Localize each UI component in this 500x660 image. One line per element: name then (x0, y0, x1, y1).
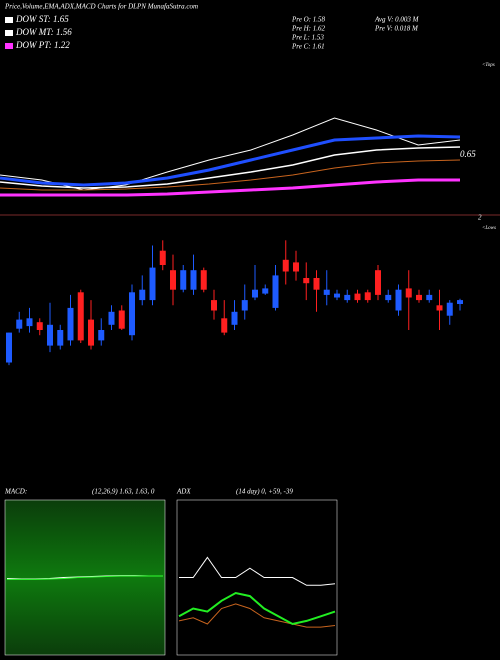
volume: Avg V: 0.003 M (374, 16, 420, 24)
ohlc: Pre C: 1.61 (291, 43, 325, 51)
candle-body (282, 259, 289, 272)
candle-body (272, 275, 279, 308)
legend-swatch (5, 30, 13, 36)
candle-body (190, 270, 197, 290)
panel-subtitle: (14 day) 0, +59, -39 (236, 488, 293, 496)
candle-body (77, 292, 84, 341)
candle-body (364, 292, 371, 301)
candle-body (252, 289, 258, 298)
candle-body (416, 294, 422, 301)
volume: Pre V: 0.018 M (374, 25, 419, 33)
annotation: 2 (478, 214, 482, 222)
candle-body (395, 289, 402, 311)
candle-body (149, 267, 156, 301)
candle-body (16, 319, 23, 329)
candle-body (354, 293, 361, 301)
annotation: 0.65 (460, 149, 476, 159)
candle-body (231, 311, 238, 325)
candle-body (344, 294, 351, 301)
candle-body (57, 330, 64, 346)
annotation: <Lows (482, 226, 496, 231)
candle-body (211, 300, 217, 311)
candle-body (426, 294, 433, 301)
series-line (178, 591, 336, 626)
candle-body (385, 294, 392, 301)
candle-body (303, 278, 310, 284)
legend-label: DOW MT: 1.56 (15, 27, 72, 37)
candle-body (313, 278, 320, 290)
legend-swatch (5, 17, 13, 23)
candle-body (98, 330, 105, 341)
candle-body (26, 318, 33, 327)
candle-body (67, 307, 74, 341)
candle-body (47, 324, 53, 346)
ohlc: Pre L: 1.53 (291, 34, 324, 42)
candle-body (375, 270, 381, 295)
series-line (178, 603, 336, 628)
legend-swatch (5, 43, 13, 49)
candle-body (170, 270, 176, 290)
ohlc: Pre H: 1.62 (291, 25, 325, 33)
series-line (7, 575, 163, 580)
candle-body (334, 293, 340, 298)
candle-body (241, 300, 248, 311)
candle-body (6, 332, 12, 363)
candle-body (446, 302, 453, 316)
candle-body (323, 289, 330, 295)
panel-subtitle: (12,26,9) 1.63, 1.63, 0 (92, 488, 155, 496)
ohlc: Pre O: 1.58 (291, 16, 325, 24)
panel-title: MACD: (4, 488, 27, 496)
series-line (0, 146, 461, 189)
candle-body (36, 322, 43, 330)
candle-body (436, 305, 443, 311)
candle-body (108, 311, 115, 325)
candle-body (293, 262, 299, 272)
candle-body (262, 288, 269, 294)
candle-body (129, 292, 135, 336)
legend-label: DOW ST: 1.65 (15, 14, 69, 24)
candle-body (88, 319, 94, 346)
annotation: <Tops (482, 63, 495, 68)
candle-body (159, 250, 166, 265)
series-line (0, 178, 460, 197)
series-line (179, 556, 336, 586)
adx-panel (176, 499, 338, 656)
series-line (0, 159, 461, 191)
series-line (0, 117, 461, 191)
candle-body (139, 289, 146, 301)
legend-label: DOW PT: 1.22 (15, 40, 70, 50)
candle-body (221, 318, 228, 333)
candle-body (457, 300, 463, 304)
series-line (0, 134, 461, 187)
candle-body (180, 270, 187, 290)
candle-body (118, 310, 125, 329)
chart-title: Price,Volume,EMA,ADX,MACD Charts for DLP… (4, 3, 198, 11)
candle-body (405, 288, 412, 298)
panel-title: ADX (176, 488, 191, 496)
candle-body (200, 270, 207, 290)
